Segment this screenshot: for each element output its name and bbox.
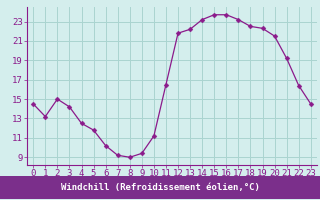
Text: Windchill (Refroidissement éolien,°C): Windchill (Refroidissement éolien,°C) [60, 183, 260, 192]
